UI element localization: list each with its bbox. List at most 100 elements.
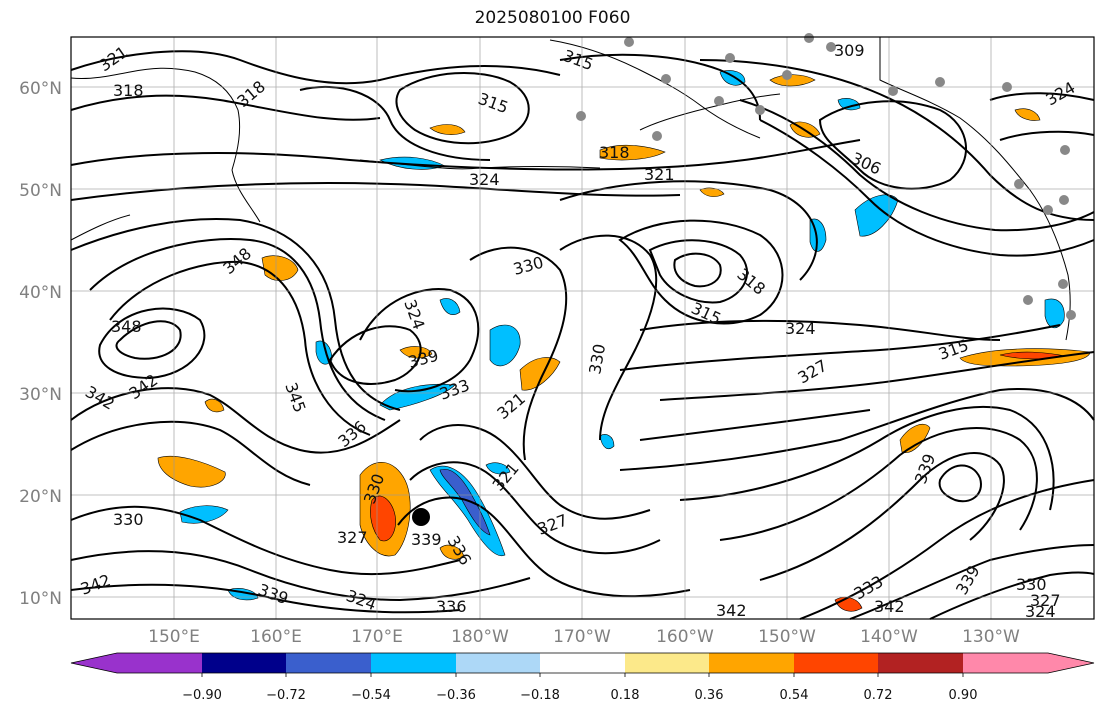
contour-line: [397, 496, 691, 598]
positive-patch: [1014, 108, 1041, 121]
positive-patch: [899, 424, 931, 453]
colorbar-segment: [456, 653, 540, 673]
coastline: [231, 169, 261, 223]
contour-label: 336: [436, 597, 467, 616]
contour-line: [359, 288, 480, 393]
contour-line: [648, 239, 749, 304]
lon-label: 160°W: [656, 627, 714, 647]
colorbar-segment: [117, 653, 202, 673]
contour-line: [70, 550, 531, 602]
station-dot: [1002, 82, 1012, 92]
map-background: [71, 37, 1094, 619]
contour-label: 342: [716, 601, 747, 620]
lat-label: 30°N: [19, 385, 62, 405]
positive-patch: [699, 187, 725, 197]
colorbar-segment: [286, 653, 371, 673]
coastline: [70, 67, 241, 171]
contour-line: [659, 351, 1095, 401]
lon-label: 140°W: [860, 627, 918, 647]
station-dot: [826, 42, 836, 52]
station-dot: [755, 105, 765, 115]
colorbar-segment: [371, 653, 456, 673]
colorbar-tick-label: 0.54: [780, 688, 809, 703]
contour-line: [469, 246, 568, 461]
colorbar-tick-label: −0.54: [351, 688, 391, 703]
coastline: [359, 159, 601, 170]
contour-label: 348: [111, 317, 142, 336]
colorbar-segment: [963, 653, 1048, 673]
contour-line: [409, 461, 661, 555]
contour-line: [70, 218, 401, 411]
contour-line: [395, 72, 530, 145]
contour-line: [799, 479, 1095, 620]
station-dot: [1059, 195, 1069, 205]
station-dot: [661, 74, 671, 84]
station-dot: [725, 53, 735, 63]
station-dot: [576, 111, 586, 121]
contour-line: [759, 452, 1005, 581]
positive-patch: [204, 398, 225, 413]
contour-line: [679, 405, 1055, 511]
contour-label: 321: [644, 165, 675, 184]
contour-line: [719, 427, 1038, 541]
colorbar-tick-label: 0.72: [864, 688, 893, 703]
station-dot: [652, 131, 662, 141]
positive-patch: [429, 124, 466, 135]
station-dot: [1043, 205, 1053, 215]
contour-line: [673, 252, 722, 288]
contour-label: 327: [1030, 591, 1061, 610]
contour-line: [759, 119, 1095, 257]
lon-label: 150°W: [758, 627, 816, 647]
latitude-labels: 60°N 50°N 40°N 30°N 20°N 10°N: [19, 79, 62, 609]
negative-patch: [599, 434, 615, 449]
contour-label: 309: [834, 41, 865, 60]
contour-label: 324: [469, 170, 500, 189]
contour-label: 318: [113, 81, 144, 100]
map-frame: [70, 36, 1095, 620]
station-markers: [576, 33, 1076, 320]
station-dot: [1058, 279, 1068, 289]
lat-label: 50°N: [19, 181, 62, 201]
colorbar-tick-label: −0.36: [436, 688, 476, 703]
colorbar-tick-label: 0.36: [695, 688, 724, 703]
colorbar-extend-max: [1048, 653, 1094, 673]
negative-patch: [439, 298, 461, 315]
contour-line: [929, 571, 1095, 620]
graticule: [71, 37, 1094, 619]
negative-patch: [1044, 298, 1065, 329]
contour-line: [639, 409, 871, 441]
station-dot: [1023, 295, 1033, 305]
lat-label: 10°N: [19, 589, 62, 609]
contour-line: [70, 583, 461, 614]
colorbar-segment: [540, 653, 625, 673]
positive-patch: [519, 357, 561, 391]
station-dot: [888, 86, 898, 96]
station-dot: [782, 70, 792, 80]
positive-patch: [157, 455, 226, 488]
contour-line: [619, 324, 1061, 371]
contour-line: [989, 92, 1095, 101]
station-dot: [935, 77, 945, 87]
colorbar-tick-label: 0.18: [611, 688, 640, 703]
station-dot: [1014, 179, 1024, 189]
contour-label: 327: [337, 528, 368, 547]
contour-line: [739, 99, 1095, 232]
station-dot: [624, 37, 634, 47]
lon-label: 130°W: [962, 627, 1020, 647]
contour-line: [699, 59, 1095, 221]
contour-line: [70, 94, 381, 121]
contour-line: [299, 85, 491, 161]
lon-label: 170°E: [351, 627, 403, 647]
contour-line: [70, 387, 401, 454]
positive-patch: [599, 144, 666, 161]
colorbar-tick-label: −0.90: [182, 688, 222, 703]
station-dot: [1060, 145, 1070, 155]
contour-line: [818, 100, 967, 190]
lon-label: 160°E: [250, 627, 302, 647]
negative-patch: [837, 98, 861, 111]
colorbar-segment: [794, 653, 878, 673]
contour-line: [70, 505, 461, 576]
contour-line: [639, 319, 1001, 341]
lat-label: 60°N: [19, 79, 62, 99]
contour-line: [419, 424, 651, 520]
